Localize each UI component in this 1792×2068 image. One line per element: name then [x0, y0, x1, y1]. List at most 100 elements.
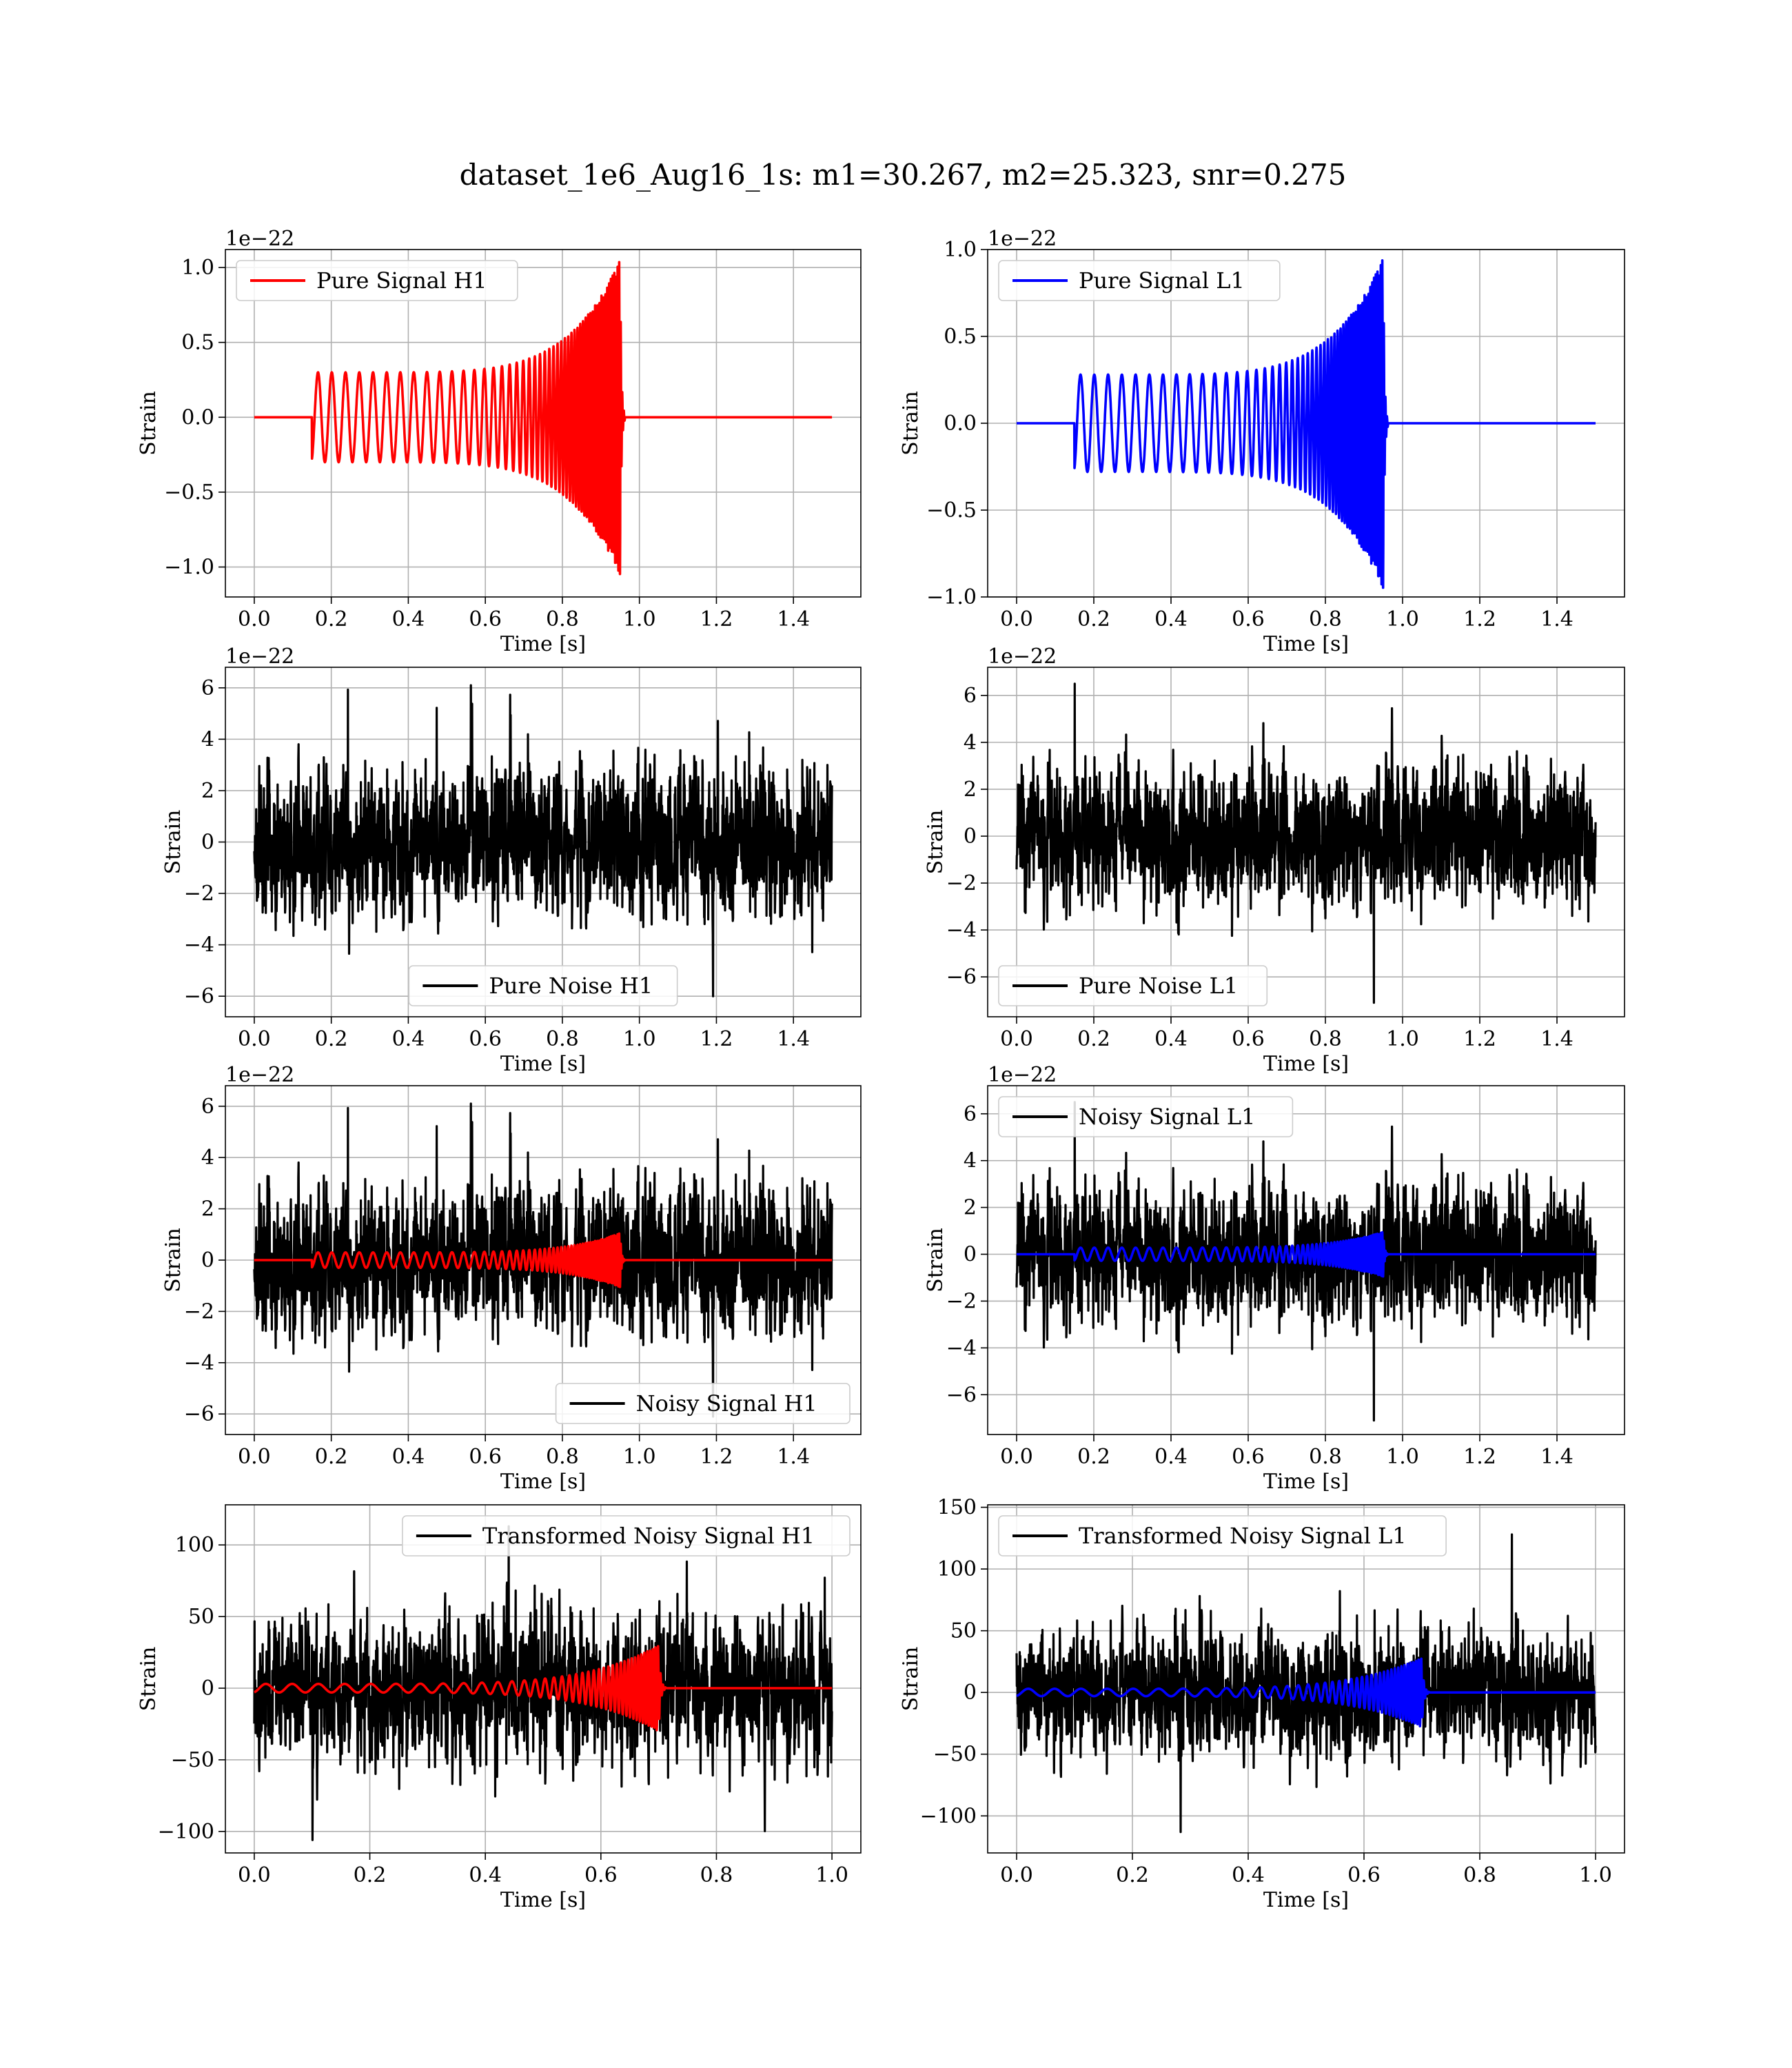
y-tick-label: −100	[158, 1820, 214, 1844]
x-axis-label: Time [s]	[1263, 632, 1349, 656]
x-tick-label: 0.0	[238, 1863, 271, 1887]
x-tick-label: 1.0	[815, 1863, 848, 1887]
y-tick-label: −6	[184, 1402, 214, 1426]
y-tick-label: 50	[950, 1619, 977, 1643]
legend-box	[408, 965, 678, 1006]
axis-offset-text: 1e−22	[225, 645, 294, 669]
pure-signal-h1-series-line-0	[253, 261, 833, 576]
legend-box	[555, 1383, 851, 1424]
y-tick-label: −4	[946, 918, 977, 942]
axis-offset-text: 1e−22	[988, 227, 1057, 251]
x-tick-label: 0.8	[1463, 1863, 1496, 1887]
y-axis-label: Strain	[161, 1228, 185, 1292]
y-tick-label: −0.5	[164, 480, 214, 505]
y-tick-label: −4	[184, 1351, 214, 1375]
x-axis-label: Time [s]	[1263, 1470, 1349, 1494]
x-tick-label: 0.8	[546, 1027, 579, 1051]
noisy-signal-l1-series-line-0	[1015, 1101, 1597, 1422]
axis-offset-text: 1e−22	[988, 1063, 1057, 1087]
x-tick-label: 0.2	[1077, 1027, 1110, 1051]
pure-noise-h1-panel: 0.0 0.2 0.4 0.6 0.8 1.0 1.2 1.4 −6 −4 −2 0 2 4 6 Time […	[161, 645, 862, 1076]
legend-box	[998, 1515, 1447, 1557]
x-tick-label: 0.0	[1000, 1863, 1033, 1887]
y-tick-label: 100	[175, 1533, 214, 1557]
axis-offset-text: 1e−22	[988, 645, 1057, 669]
y-axis-label: Strain	[161, 810, 185, 875]
figure-title: dataset_1e6_Aug16_1s: m1=30.267, m2=25.3…	[460, 158, 1347, 192]
x-tick-label: 1.0	[1386, 607, 1419, 631]
x-tick-label: 0.8	[546, 607, 579, 631]
x-axis-label: Time [s]	[1263, 1052, 1349, 1076]
pure-signal-h1-panel: 0.0 0.2 0.4 0.6 0.8 1.0 1.2 1.4 −1.0 −0.5 0.0 0.5 1.…	[136, 227, 862, 656]
y-tick-label: −2	[946, 871, 977, 895]
pure-noise-l1-legend: Pure Noise L1	[998, 965, 1268, 1006]
y-axis-label: Strain	[924, 1228, 948, 1292]
x-tick-label: 0.8	[1309, 1445, 1342, 1469]
transformed-noisy-signal-h1-legend: Transformed Noisy Signal H1	[402, 1515, 851, 1557]
y-tick-label: −50	[933, 1743, 977, 1767]
y-tick-label: −6	[184, 984, 214, 1008]
axis-offset-text: 1e−22	[225, 227, 294, 251]
y-tick-label: 4	[201, 1146, 214, 1170]
transformed-noisy-signal-l1-series-line-1	[1015, 1657, 1597, 1727]
legend-label: Pure Noise H1	[489, 973, 653, 999]
x-tick-label: 1.4	[777, 1445, 810, 1469]
y-tick-label: 6	[201, 676, 214, 700]
x-tick-label: 0.4	[392, 607, 425, 631]
y-axis-label: Strain	[136, 1647, 161, 1712]
y-tick-label: −4	[184, 933, 214, 957]
x-axis-label: Time [s]	[1263, 1888, 1349, 1912]
x-tick-label: 0.2	[1077, 607, 1110, 631]
x-tick-label: 1.2	[1463, 1027, 1496, 1051]
y-tick-label: −0.5	[926, 498, 977, 523]
x-tick-label: 0.2	[354, 1863, 387, 1887]
x-tick-label: 0.2	[315, 607, 348, 631]
y-tick-label: 4	[964, 731, 977, 755]
x-tick-label: 1.4	[1540, 607, 1574, 631]
legend-label: Noisy Signal H1	[636, 1390, 817, 1417]
noisy-signal-h1-panel: 0.0 0.2 0.4 0.6 0.8 1.0 1.2 1.4 −6 −4 −2 0 2 4 6 Time […	[161, 1063, 862, 1494]
x-tick-label: 0.8	[1309, 1027, 1342, 1051]
x-tick-label: 0.4	[1154, 1027, 1188, 1051]
legend-box	[998, 965, 1268, 1006]
y-tick-label: −1.0	[926, 585, 977, 609]
y-axis-label: Strain	[899, 1647, 923, 1712]
noisy-signal-l1-panel: 0.0 0.2 0.4 0.6 0.8 1.0 1.2 1.4 −6 −4 −2 0 2 4 6 Time […	[924, 1063, 1625, 1494]
y-tick-label: 6	[964, 1102, 977, 1126]
transformed-noisy-signal-l1-legend: Transformed Noisy Signal L1	[998, 1515, 1447, 1557]
x-tick-label: 1.0	[623, 607, 656, 631]
x-tick-label: 0.6	[584, 1863, 618, 1887]
x-tick-label: 0.2	[315, 1445, 348, 1469]
x-tick-label: 0.6	[1347, 1863, 1381, 1887]
y-tick-label: −100	[920, 1804, 977, 1828]
x-tick-label: 0.4	[1154, 1445, 1188, 1469]
x-tick-label: 0.8	[1309, 607, 1342, 631]
y-tick-label: 6	[964, 684, 977, 708]
y-tick-label: −2	[184, 882, 214, 906]
pure-signal-h1-legend: Pure Signal H1	[236, 260, 518, 301]
x-tick-label: 0.0	[238, 1445, 271, 1469]
legend-label: Pure Signal H1	[316, 267, 487, 294]
y-axis-label: Strain	[924, 810, 948, 875]
axis-offset-text: 1e−22	[225, 1063, 294, 1087]
pure-noise-h1-legend: Pure Noise H1	[408, 965, 678, 1006]
x-tick-label: 0.0	[238, 607, 271, 631]
pure-signal-l1-panel: 0.0 0.2 0.4 0.6 0.8 1.0 1.2 1.4 −1.0 −0.5 0.0 0.5 1.…	[899, 227, 1625, 656]
x-tick-label: 0.2	[1077, 1445, 1110, 1469]
x-tick-label: 0.6	[469, 1445, 502, 1469]
x-tick-label: 1.2	[700, 1445, 733, 1469]
y-tick-label: −1.0	[164, 556, 214, 580]
y-tick-label: −50	[171, 1748, 214, 1772]
y-tick-label: 4	[964, 1149, 977, 1173]
y-tick-label: −4	[946, 1336, 977, 1360]
axes-frame	[225, 1504, 862, 1854]
y-tick-label: 150	[937, 1496, 977, 1520]
legend-label: Transformed Noisy Signal L1	[1079, 1523, 1407, 1549]
x-tick-label: 0.6	[1232, 607, 1265, 631]
noisy-signal-l1-series-line-1	[1015, 1230, 1597, 1278]
x-tick-label: 0.6	[469, 607, 502, 631]
x-tick-label: 0.0	[1000, 1445, 1033, 1469]
y-tick-label: 100	[937, 1557, 977, 1581]
x-tick-label: 1.2	[1463, 1445, 1496, 1469]
